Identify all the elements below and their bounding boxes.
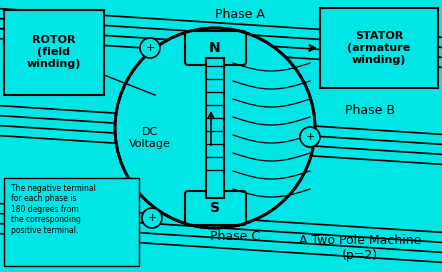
Text: +: + [147, 213, 156, 223]
Text: Phase B: Phase B [345, 104, 395, 116]
Bar [4, 178, 139, 266]
Bar [4, 10, 104, 95]
Text: +: + [145, 43, 155, 53]
FancyBboxPatch shape [185, 191, 246, 225]
Text: DC
Voltage: DC Voltage [129, 127, 171, 149]
Text: Phase C: Phase C [210, 230, 260, 243]
Text: N: N [209, 41, 221, 55]
Bar [320, 8, 438, 88]
Text: ROTOR
(field
winding): ROTOR (field winding) [27, 35, 81, 69]
Circle shape [300, 127, 320, 147]
Circle shape [140, 38, 160, 58]
Circle shape [115, 28, 315, 228]
Circle shape [142, 208, 162, 228]
Text: S: S [210, 201, 220, 215]
Bar [206, 58, 224, 198]
Text: Phase A: Phase A [215, 8, 265, 20]
FancyBboxPatch shape [185, 31, 246, 65]
Text: The negative terminal
for each phase is
180 degrees from
the corresponding
posit: The negative terminal for each phase is … [11, 184, 96, 234]
Text: STATOR
(armature
winding): STATOR (armature winding) [347, 31, 411, 65]
Text: +: + [305, 132, 315, 142]
Text: A Two Pole Machine
(p=2): A Two Pole Machine (p=2) [299, 234, 421, 262]
